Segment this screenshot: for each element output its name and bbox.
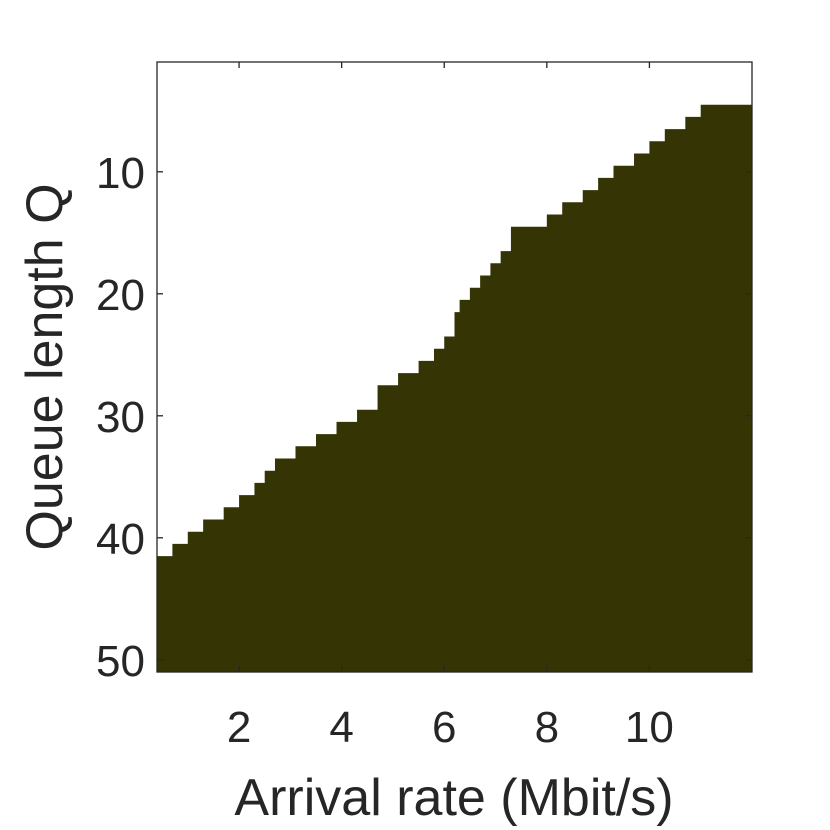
axes-frame [156, 61, 753, 673]
y-tick-label: 10 [96, 149, 145, 198]
y-tick-label: 30 [96, 393, 145, 442]
x-axis-label: Arrival rate (Mbit/s) [234, 769, 673, 827]
x-tick-label: 4 [329, 703, 353, 752]
y-tick-label: 40 [96, 515, 145, 564]
filled-region [157, 104, 752, 672]
y-axis-label: Queue length Q [16, 183, 74, 550]
y-tick-label: 50 [96, 637, 145, 686]
x-tick-label: 8 [535, 703, 559, 752]
y-tick-label: 20 [96, 271, 145, 320]
x-tick-label: 2 [227, 703, 251, 752]
region-layer [157, 104, 752, 672]
x-tick-label: 10 [625, 703, 674, 752]
y-axis: 10 20 30 40 50 [96, 149, 752, 686]
x-axis: 2 4 6 8 10 [227, 62, 674, 752]
x-tick-label: 6 [432, 703, 456, 752]
